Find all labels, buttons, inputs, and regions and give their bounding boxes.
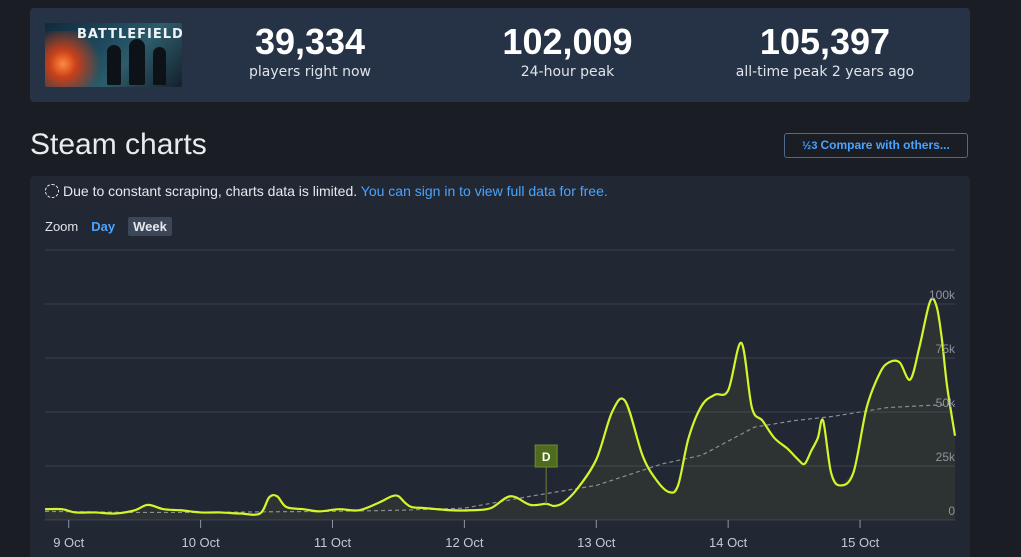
stat-all-time-peak: 105,397 all-time peak 2 years ago xyxy=(730,21,920,81)
soldier-silhouette xyxy=(129,39,145,85)
stat-current-players: 39,334 players right now xyxy=(230,21,390,81)
x-tick-label: 11 Oct xyxy=(314,535,352,550)
x-tick-label: 14 Oct xyxy=(709,535,748,550)
chart-panel: Due to constant scraping, charts data is… xyxy=(30,176,970,557)
y-tick-label: 100k xyxy=(929,288,956,302)
zoom-week-button[interactable]: Week xyxy=(128,217,172,236)
y-tick-label: 25k xyxy=(936,450,956,464)
x-tick-label: 10 Oct xyxy=(181,535,220,550)
explosion-graphic xyxy=(45,31,105,87)
stat-label: 24-hour peak xyxy=(520,64,615,80)
stat-24h-peak: 102,009 24-hour peak xyxy=(485,21,650,81)
soldier-silhouette xyxy=(153,47,166,85)
stat-label: players right now xyxy=(249,64,371,80)
compare-button-label: Compare with others... xyxy=(820,138,950,152)
section-title: Steam charts xyxy=(30,128,207,161)
stat-value: 105,397 xyxy=(759,21,891,62)
series-line-average xyxy=(44,403,956,514)
dashed-circle-icon xyxy=(45,184,59,198)
zoom-controls: Zoom Day Week xyxy=(45,217,172,236)
y-tick-label: 75k xyxy=(936,342,956,356)
x-tick-label: 12 Oct xyxy=(445,535,484,550)
y-tick-label: 50k xyxy=(936,396,956,410)
series-line-players xyxy=(44,297,957,516)
game-thumbnail[interactable]: BATTLEFIELD xyxy=(45,23,182,87)
x-tick-label: 9 Oct xyxy=(53,535,84,550)
zoom-day-button[interactable]: Day xyxy=(91,219,116,234)
fraction-icon: ½3 xyxy=(802,140,818,152)
zoom-label: Zoom xyxy=(45,219,79,234)
sign-in-link[interactable]: You can sign in to view full data for fr… xyxy=(360,183,608,199)
game-logo-text: BATTLEFIELD xyxy=(77,27,182,42)
series-area-players xyxy=(45,301,955,520)
stat-value: 39,334 xyxy=(254,21,366,62)
soldier-silhouette xyxy=(107,45,121,85)
stat-label: all-time peak 2 years ago xyxy=(735,64,915,80)
notice-text: Due to constant scraping, charts data is… xyxy=(63,183,358,199)
stats-header: BATTLEFIELD 39,334 players right now 102… xyxy=(30,8,970,102)
y-tick-label: 0 xyxy=(948,504,955,518)
compare-button[interactable]: ½3 Compare with others... xyxy=(784,133,968,158)
x-tick-label: 15 Oct xyxy=(841,535,880,550)
stat-value: 102,009 xyxy=(502,21,633,62)
data-limit-notice: Due to constant scraping, charts data is… xyxy=(45,183,608,199)
x-tick-label: 13 Oct xyxy=(577,535,616,550)
annotation-marker xyxy=(534,444,558,468)
annotation-label: D xyxy=(542,450,551,464)
